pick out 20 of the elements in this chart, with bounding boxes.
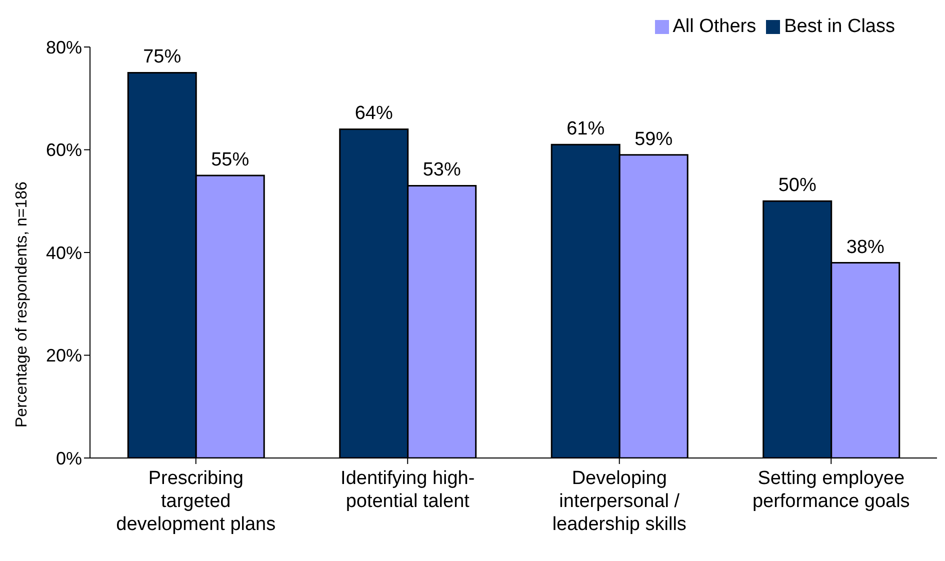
x-tick-label: Identifying high-potential talent <box>340 468 475 512</box>
legend-label: All Others <box>672 16 756 37</box>
y-tick-label: 80% <box>46 37 82 58</box>
data-label: 55% <box>211 149 250 170</box>
data-label: 61% <box>566 118 605 140</box>
data-label: 50% <box>778 175 816 196</box>
x-tick-label: Prescribing targeted development plans <box>116 468 276 535</box>
y-tick-label: 20% <box>46 346 82 366</box>
data-label: 64% <box>354 103 393 124</box>
legend-label: Best in Class <box>784 16 895 37</box>
y-tick-label: 60% <box>46 140 82 160</box>
x-tick-label: Developing interpersonal / leadership skills <box>552 468 686 535</box>
data-label: 53% <box>422 160 461 181</box>
y-tick-label: 40% <box>46 242 82 263</box>
x-tick-label: Setting employee performance goals <box>752 468 910 512</box>
y-axis-title: Percentage of respondents, n=186 <box>14 181 31 428</box>
y-tick-label: 0% <box>56 448 82 468</box>
data-label: 59% <box>634 128 673 150</box>
data-label: 75% <box>143 46 182 68</box>
data-label: 38% <box>846 236 884 258</box>
